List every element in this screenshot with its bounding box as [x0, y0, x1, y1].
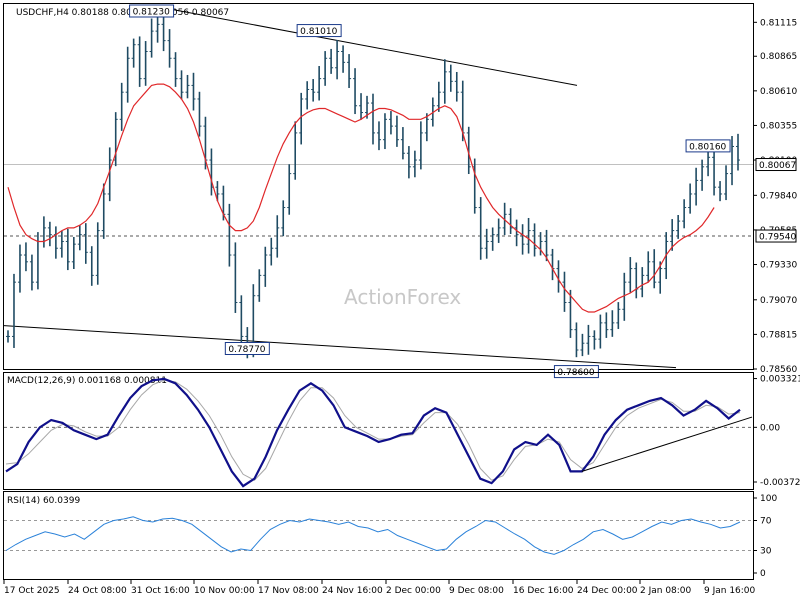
price-y-tick-label: 0.80355	[760, 121, 797, 131]
moving-average-line	[7, 83, 715, 313]
annotation-box	[224, 342, 270, 356]
annotation-box	[553, 365, 599, 379]
price-y-tick-label: 0.80610	[760, 87, 797, 97]
rsi-panel-frame	[3, 491, 754, 580]
rsi-y-tick-label: 70	[760, 517, 772, 527]
macd-lines	[4, 377, 753, 488]
annotation-box	[685, 139, 731, 153]
x-tick-label: 2 Dec 00:00	[386, 586, 441, 596]
moving-average	[7, 83, 715, 313]
rsi-label: RSI(14) 60.0399	[7, 496, 80, 506]
rsi-y-tick-label: 100	[760, 494, 777, 504]
macd-y-tick-label: -0.003723	[760, 478, 800, 488]
chart-title: USDCHF,H4 0.80188 0.80236 0.80056 0.8006…	[16, 8, 229, 18]
annotation-label: 0.78770	[228, 345, 265, 355]
watermark-text: ActionForex	[344, 285, 461, 309]
price-y-axis: 0.811150.808650.806100.803550.801000.798…	[753, 18, 797, 375]
annotation-box	[129, 4, 175, 18]
macd-trendline	[581, 416, 753, 472]
price-y-tick-label: 0.80865	[760, 52, 797, 62]
rsi-y-tick-label: 0	[760, 569, 766, 579]
x-tick-label: 17 Oct 2025	[4, 586, 60, 596]
support-price-label: 0.79540	[759, 233, 796, 243]
rsi-y-tick-label: 30	[760, 547, 772, 557]
price-y-tick-label: 0.79840	[760, 191, 797, 201]
price-trendlines	[3, 6, 753, 369]
support-price-box	[755, 229, 797, 243]
annotation-label: 0.81230	[133, 8, 170, 18]
annotation-label: 0.81010	[300, 27, 337, 37]
x-tick-label: 2 Jan 08:00	[640, 586, 692, 596]
current-price-box	[755, 158, 797, 172]
rsi-y-axis: 100 70 30 0	[753, 494, 777, 579]
macd-y-tick-label: 0.00	[760, 423, 780, 433]
x-tick-label: 17 Nov 08:00	[258, 586, 319, 596]
lower-trendline	[3, 325, 677, 369]
x-tick-label: 9 Jan 16:00	[704, 586, 756, 596]
annotation-label: 0.80160	[689, 142, 726, 152]
macd-panel: MACD(12,26,9) 0.001168 0.000811 0.003321…	[3, 372, 800, 490]
annotation-box	[296, 24, 342, 38]
x-tick-label: 24 Oct 08:00	[68, 586, 127, 596]
x-tick-label: 24 Nov 16:00	[322, 586, 383, 596]
price-panel: USDCHF,H4 0.80188 0.80236 0.80056 0.8006…	[3, 3, 797, 379]
price-y-tick-label: 0.78815	[760, 330, 797, 340]
macd-panel-frame	[3, 372, 754, 490]
x-axis: 17 Oct 2025 24 Oct 08:00 31 Oct 16:00 10 No…	[3, 579, 756, 596]
price-y-tick-label: 0.81115	[760, 18, 797, 28]
macd-line	[5, 377, 741, 488]
x-tick-label: 16 Dec 16:00	[513, 586, 574, 596]
price-annotations: 0.81230 0.81010 0.78770 0.78600 0.80160	[129, 4, 731, 379]
x-tick-label: 24 Dec 00:00	[577, 586, 638, 596]
macd-y-tick-label: 0.003321	[760, 375, 800, 385]
upper-trendline	[157, 6, 578, 86]
price-y-tick-label: 0.79070	[760, 296, 797, 306]
rsi-line	[5, 516, 741, 555]
macd-signal-line	[5, 379, 741, 481]
current-price-label: 0.80067	[759, 161, 796, 171]
price-panel-frame	[3, 3, 754, 370]
rsi-lines	[4, 516, 753, 555]
rsi-panel: RSI(14) 60.0399 100 70 30 0	[3, 491, 777, 580]
price-y-tick-label: 0.78560	[760, 365, 797, 375]
annotation-label: 0.78600	[557, 368, 594, 378]
macd-y-axis: 0.003321 0.00 -0.003723	[753, 375, 800, 488]
x-tick-label: 10 Nov 00:00	[194, 586, 255, 596]
x-tick-label: 31 Oct 16:00	[131, 586, 190, 596]
x-tick-label: 9 Dec 08:00	[449, 586, 504, 596]
macd-label: MACD(12,26,9) 0.001168 0.000811	[7, 376, 167, 386]
price-y-tick-label: 0.79330	[760, 261, 797, 271]
